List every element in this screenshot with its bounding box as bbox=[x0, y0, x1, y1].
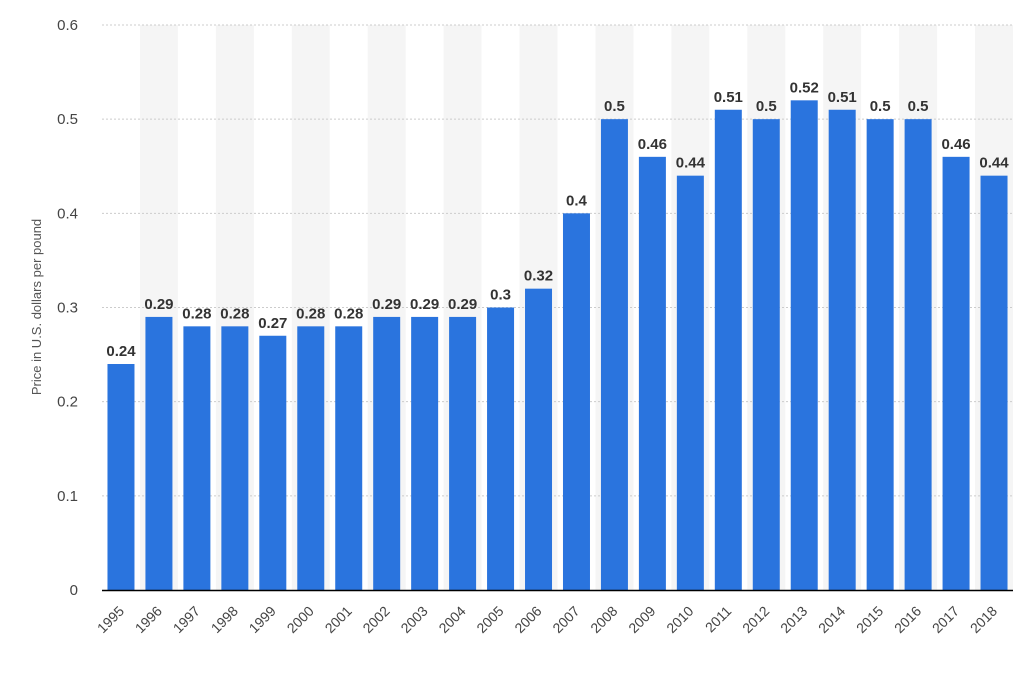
data-label: 0.24 bbox=[106, 343, 136, 360]
bar bbox=[411, 316, 439, 590]
y-tick-labels: 0 0.1 0.2 0.3 0.4 0.5 0.6 bbox=[57, 17, 78, 599]
x-tick-label: 2000 bbox=[284, 603, 317, 636]
data-label: 0.29 bbox=[410, 296, 439, 313]
data-label: 0.44 bbox=[979, 155, 1009, 172]
x-tick-label: 2006 bbox=[511, 603, 544, 636]
data-label: 0.4 bbox=[566, 192, 588, 209]
x-tick-label: 2014 bbox=[815, 603, 848, 636]
bar bbox=[145, 316, 173, 590]
bars bbox=[107, 100, 1008, 591]
y-tick-label: 0.5 bbox=[57, 111, 78, 128]
data-label: 0.5 bbox=[870, 98, 891, 115]
data-label: 0.29 bbox=[144, 296, 173, 313]
data-label: 0.3 bbox=[490, 287, 511, 304]
bar bbox=[562, 213, 590, 591]
data-label: 0.29 bbox=[372, 296, 401, 313]
data-label: 0.46 bbox=[638, 136, 667, 153]
data-label: 0.5 bbox=[604, 98, 625, 115]
data-label: 0.32 bbox=[524, 268, 553, 285]
x-tick-label: 2011 bbox=[702, 603, 735, 636]
data-label: 0.28 bbox=[182, 305, 211, 322]
x-tick-label: 2002 bbox=[359, 603, 392, 636]
x-tick-label: 2017 bbox=[929, 603, 962, 636]
x-tick-label: 2003 bbox=[397, 603, 430, 636]
bar bbox=[221, 326, 249, 590]
x-tick-label: 2004 bbox=[435, 603, 468, 636]
data-label: 0.46 bbox=[941, 136, 970, 153]
bar bbox=[904, 119, 932, 591]
data-label: 0.44 bbox=[676, 155, 706, 172]
y-axis-title: Price in U.S. dollars per pound bbox=[29, 219, 44, 395]
bar bbox=[107, 364, 135, 590]
x-tick-label: 2016 bbox=[891, 603, 924, 636]
bar bbox=[752, 119, 780, 591]
bar bbox=[980, 175, 1008, 590]
x-tick-label: 1996 bbox=[132, 603, 165, 636]
y-tick-label: 0.6 bbox=[57, 17, 78, 34]
data-label: 0.28 bbox=[334, 305, 363, 322]
bar bbox=[449, 316, 477, 590]
bar bbox=[790, 100, 818, 590]
bar bbox=[714, 109, 742, 590]
x-tick-label: 2012 bbox=[739, 603, 772, 636]
bar bbox=[866, 119, 894, 591]
y-tick-label: 0.4 bbox=[57, 205, 78, 222]
data-labels: 0.24 0.29 0.28 0.28 0.27 0.28 0.28 0.29 0.29 0.29… bbox=[106, 79, 1009, 360]
bar bbox=[676, 175, 704, 590]
data-label: 0.51 bbox=[828, 89, 857, 106]
x-tick-label: 1995 bbox=[94, 603, 127, 636]
x-tick-label: 1997 bbox=[170, 603, 203, 636]
bar bbox=[600, 119, 628, 591]
x-tick-labels: 1995 1996 1997 1998 1999 2000 2001 2002 2003 2004… bbox=[94, 603, 1001, 636]
y-tick-label: 0.3 bbox=[57, 300, 78, 317]
x-tick-label: 2007 bbox=[549, 603, 582, 636]
bar bbox=[259, 335, 287, 590]
x-tick-label: 2010 bbox=[663, 603, 696, 636]
data-label: 0.51 bbox=[714, 89, 743, 106]
x-tick-label: 1999 bbox=[246, 603, 279, 636]
bar bbox=[828, 109, 856, 590]
data-label: 0.52 bbox=[790, 79, 819, 96]
x-tick-label: 2005 bbox=[473, 603, 506, 636]
bar bbox=[487, 307, 515, 590]
bar bbox=[638, 156, 666, 591]
data-label: 0.28 bbox=[220, 305, 249, 322]
x-tick-label: 2015 bbox=[853, 603, 886, 636]
x-tick-label: 2008 bbox=[587, 603, 620, 636]
y-tick-label: 0.2 bbox=[57, 394, 78, 411]
x-tick-label: 2009 bbox=[625, 603, 658, 636]
y-tick-label: 0 bbox=[70, 582, 78, 599]
bar bbox=[942, 156, 970, 591]
x-tick-label: 2001 bbox=[322, 603, 355, 636]
data-label: 0.29 bbox=[448, 296, 477, 313]
data-label: 0.5 bbox=[756, 98, 777, 115]
data-label: 0.28 bbox=[296, 305, 325, 322]
bar bbox=[335, 326, 363, 590]
bar bbox=[525, 288, 553, 590]
data-label: 0.5 bbox=[908, 98, 929, 115]
bar bbox=[373, 316, 401, 590]
data-label: 0.27 bbox=[258, 315, 287, 332]
bar bbox=[297, 326, 325, 590]
x-tick-label: 2013 bbox=[777, 603, 810, 636]
x-tick-label: 1998 bbox=[208, 603, 241, 636]
bar bbox=[183, 326, 211, 590]
y-tick-label: 0.1 bbox=[57, 488, 78, 505]
x-tick-label: 2018 bbox=[967, 603, 1000, 636]
